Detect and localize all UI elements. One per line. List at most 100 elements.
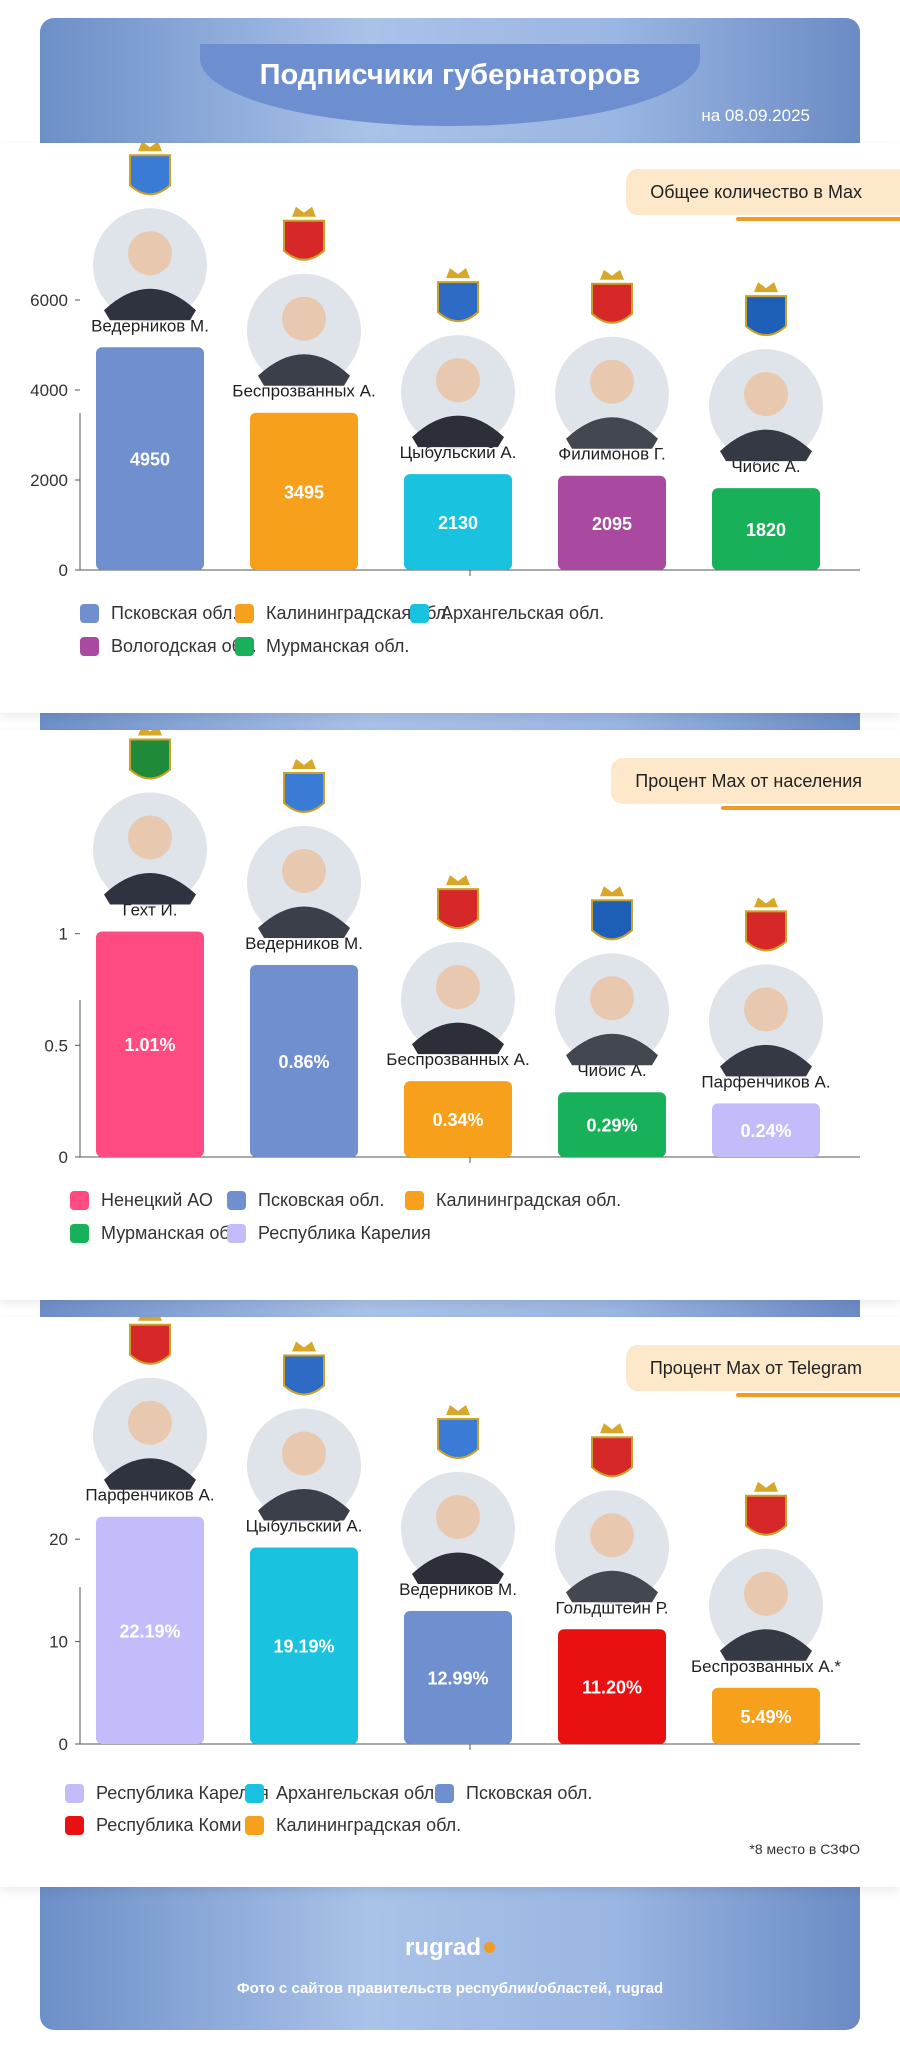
crown-icon — [138, 730, 162, 736]
coat-of-arms-icon — [129, 738, 171, 780]
governor-name-label: Беспрозванных А. — [232, 382, 375, 401]
bar — [404, 1610, 512, 1744]
portrait-face — [128, 1400, 172, 1445]
bar — [712, 488, 820, 570]
portrait-body — [566, 417, 658, 449]
legend-swatch — [245, 1816, 264, 1835]
y-tick-label: 4000 — [30, 381, 68, 400]
legend-swatch — [70, 1224, 89, 1243]
governor-name-label: Чибис А. — [731, 457, 800, 476]
brand-logo: rugrad — [0, 1934, 900, 1962]
panel-tag: Процент Max от Telegram — [625, 1345, 900, 1397]
legend-swatch — [405, 1191, 424, 1210]
legend-item: Республика Карелия — [65, 1783, 269, 1804]
portrait-body — [720, 1044, 812, 1077]
governor-name-label: Цыбульский А. — [246, 1516, 363, 1535]
portrait-face — [128, 231, 172, 276]
panel-total-max: Общее количество в Max 0 2000 4000 6000 4950… — [0, 143, 900, 713]
legend-swatch — [435, 1784, 454, 1803]
bar-value-label: 0.24% — [740, 1121, 791, 1141]
portrait-face — [282, 1431, 326, 1476]
coat-of-arms-icon — [437, 1417, 479, 1459]
legend-label: Калининградская обл. — [436, 1190, 622, 1210]
portrait-face — [590, 359, 634, 404]
bar — [558, 475, 666, 570]
y-tick-label: 1 — [59, 925, 68, 944]
portrait-face — [282, 296, 326, 341]
portrait-face — [744, 1571, 788, 1616]
bar-value-label: 0.86% — [278, 1052, 329, 1072]
bar-value-label: 5.49% — [740, 1707, 791, 1727]
y-tick-label: 0.5 — [44, 1036, 68, 1055]
bar — [712, 1103, 820, 1157]
portrait-body — [412, 1552, 504, 1584]
crown-icon — [292, 1341, 316, 1352]
bar — [250, 1547, 358, 1744]
y-tick-label: 10 — [49, 1633, 68, 1652]
y-tick-label: 2000 — [30, 471, 68, 490]
coat-of-arms-icon — [591, 282, 633, 324]
portrait-body — [104, 872, 196, 905]
y-tick-label: 20 — [49, 1530, 68, 1549]
bar — [558, 1629, 666, 1744]
coat-of-arms-icon — [283, 219, 325, 261]
bar — [96, 931, 204, 1157]
legend-label: Вологодская обл. — [111, 636, 257, 656]
legend-label: Архангельская обл. — [441, 603, 605, 623]
portrait-body — [412, 1022, 504, 1055]
legend-swatch — [235, 637, 254, 656]
legend-item: Калининградская обл. — [235, 603, 451, 624]
governor-name-label: Парфенчиков А. — [701, 1072, 830, 1091]
crown-icon — [138, 143, 162, 152]
y-tick-label: 0 — [59, 1148, 68, 1167]
brand-dot-icon — [484, 1942, 495, 1953]
legend-item: Калининградская обл. — [405, 1190, 621, 1211]
coat-of-arms-icon — [745, 910, 787, 952]
legend-item: Вологодская обл. — [80, 636, 257, 657]
legend-item: Республика Коми — [65, 1815, 241, 1836]
crown-icon — [446, 268, 470, 279]
coat-of-arms-icon — [129, 154, 171, 196]
portrait-body — [720, 429, 812, 462]
portrait-body — [566, 1033, 658, 1066]
legend-swatch — [410, 604, 429, 623]
legend-swatch — [80, 637, 99, 656]
coat-of-arms-icon — [129, 1323, 171, 1365]
governor-name-label: Парфенчиков А. — [85, 1486, 214, 1505]
legend-item: Мурманская обл. — [235, 636, 409, 657]
legend-label: Калининградская обл. — [266, 603, 452, 623]
legend-swatch — [65, 1816, 84, 1835]
bar-value-label: 12.99% — [427, 1668, 488, 1688]
governor-name-label: Ведерников М. — [399, 1580, 517, 1599]
coat-of-arms-icon — [745, 295, 787, 337]
portrait-body — [258, 354, 350, 386]
bar-value-label: 4950 — [130, 450, 170, 470]
legend-item: Республика Карелия — [227, 1223, 431, 1244]
crown-icon — [600, 1423, 624, 1434]
portrait-face — [590, 976, 634, 1021]
legend-swatch — [235, 604, 254, 623]
page-title: Подписчики губернаторов — [259, 58, 641, 91]
portrait-body — [412, 415, 504, 448]
crown-icon — [446, 875, 470, 886]
coat-of-arms-icon — [591, 1436, 633, 1478]
legend-swatch — [227, 1224, 246, 1243]
bar — [558, 1092, 666, 1157]
y-tick-label: 0 — [59, 561, 68, 580]
crown-icon — [138, 1317, 162, 1321]
portrait-body — [258, 1488, 350, 1521]
coat-of-arms-icon — [283, 1354, 325, 1396]
legend-swatch — [80, 604, 99, 623]
portrait-face — [282, 848, 326, 893]
portrait-body — [104, 1458, 196, 1490]
bar — [250, 964, 358, 1157]
y-tick-label: 0 — [59, 1735, 68, 1754]
bar-value-label: 0.29% — [586, 1116, 637, 1136]
bar-value-label: 3495 — [284, 482, 324, 502]
governor-name-label: Беспрозванных А. — [386, 1050, 529, 1069]
bar — [96, 1516, 204, 1744]
legend-item: Мурманская обл. — [70, 1223, 244, 1244]
legend-label: Мурманская обл. — [266, 636, 410, 656]
date-label: на 08.09.2025 — [701, 106, 810, 125]
portrait-face — [436, 358, 480, 403]
